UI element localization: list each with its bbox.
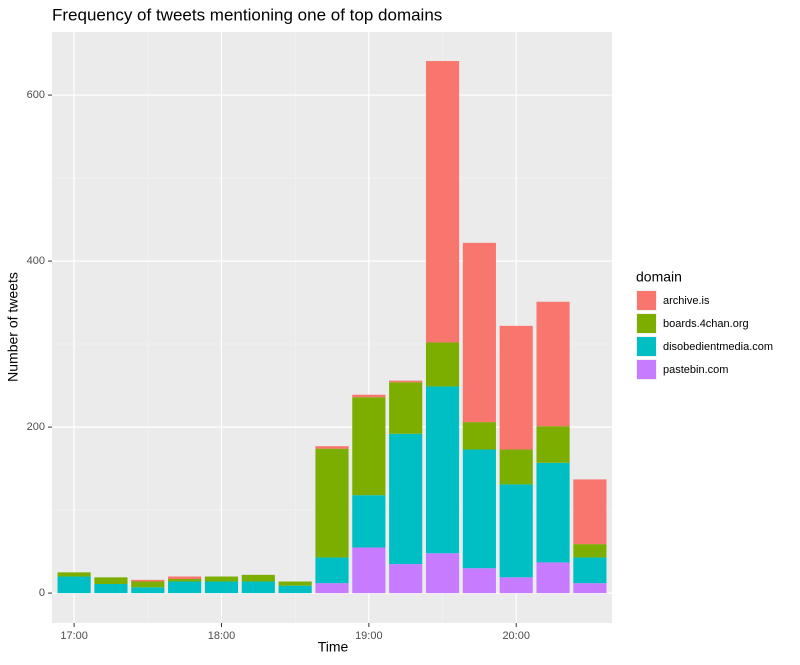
y-tick-label: 200 <box>27 421 45 433</box>
bar-segment <box>241 581 275 594</box>
y-tick-label: 600 <box>27 89 45 101</box>
bar-segment <box>131 587 165 594</box>
bar-segment <box>278 581 312 586</box>
bar-segment <box>499 449 533 485</box>
bar-segment <box>462 422 496 450</box>
bar-segment <box>389 382 423 434</box>
bar-segment <box>573 557 607 584</box>
bar-segment <box>315 448 349 558</box>
bar-segment <box>462 449 496 569</box>
bar-segment <box>352 547 386 594</box>
bar-segment <box>425 553 460 594</box>
bar-segment <box>425 61 460 343</box>
x-tick-label: 19:00 <box>355 630 383 642</box>
bar-segment <box>131 581 165 588</box>
bar-segment <box>389 380 423 383</box>
bar-segment <box>389 433 423 565</box>
legend-label: disobedientmedia.com <box>663 341 773 353</box>
bar-segment <box>462 568 496 594</box>
bar-segment <box>499 484 533 578</box>
y-axis-label: Number of tweets <box>5 272 21 382</box>
bar-segment <box>536 301 570 427</box>
y-tick-label: 0 <box>39 587 45 599</box>
bar-segment <box>499 325 533 450</box>
legend-title: domain <box>636 269 682 285</box>
bar-segment <box>536 462 570 563</box>
bar-segment <box>425 342 460 387</box>
bar-segment <box>168 579 202 582</box>
legend-label: archive.is <box>663 295 710 307</box>
bar-segment <box>204 576 239 582</box>
legend-swatch <box>637 337 656 356</box>
x-axis-label: Time <box>318 639 349 655</box>
bar-segment <box>204 581 239 594</box>
bar-segment <box>315 446 349 449</box>
bar-segment <box>168 581 202 594</box>
bar-segment <box>315 557 349 584</box>
legend-label: boards.4chan.org <box>663 318 749 330</box>
x-tick-label: 20:00 <box>502 630 530 642</box>
bar-segment <box>94 577 128 584</box>
bar-segment <box>57 576 91 594</box>
bar-segment <box>352 394 386 398</box>
bar-segment <box>352 397 386 496</box>
legend-swatch <box>637 291 656 310</box>
bar-segment <box>241 574 275 582</box>
bar-segment <box>536 426 570 463</box>
chart-title: Frequency of tweets mentioning one of to… <box>52 5 442 24</box>
bar-segment <box>57 572 91 577</box>
bar-segment <box>462 242 496 423</box>
bar-segment <box>168 576 202 580</box>
bar-segment <box>131 579 165 582</box>
bar-segment <box>573 583 607 594</box>
bar-segment <box>573 479 607 545</box>
bar-segment <box>352 495 386 548</box>
legend-swatch <box>637 360 656 379</box>
bar-segment <box>389 564 423 594</box>
y-tick-label: 400 <box>27 255 45 267</box>
x-tick-label: 17:00 <box>60 630 88 642</box>
bar-segment <box>425 386 460 554</box>
bar-segment <box>573 544 607 558</box>
bar-segment <box>499 577 533 594</box>
bar-segment <box>536 562 570 594</box>
x-tick-label: 18:00 <box>208 630 236 642</box>
legend-label: pastebin.com <box>663 364 728 376</box>
legend-swatch <box>637 314 656 333</box>
bar-segment <box>94 583 128 594</box>
bar-segment <box>278 585 312 594</box>
bar-segment <box>315 583 349 594</box>
